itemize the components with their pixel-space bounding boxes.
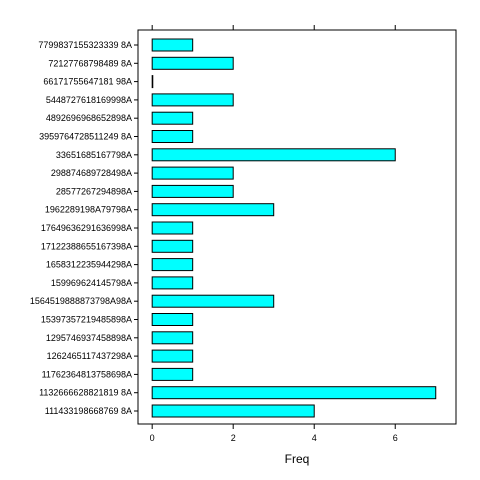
plot-frame [137, 29, 457, 425]
y-tick-label: 1564519888873798A98A [30, 296, 132, 306]
y-tick-label: 298874689728498A [51, 168, 132, 178]
bar [151, 349, 194, 363]
y-tick-label: 28577267294898A [56, 186, 132, 196]
bar [151, 93, 234, 107]
bar [151, 148, 396, 162]
y-tick-label: 159969624145798A [51, 278, 132, 288]
bar [151, 38, 194, 52]
bar [151, 56, 234, 70]
bar [151, 276, 194, 290]
y-axis-ticks: 7799837155323339 8A 72127768798489 8A 6617… [30, 40, 138, 416]
y-tick-label: 11762364813758698A [42, 369, 132, 379]
x-axis-label: Freq [285, 452, 310, 466]
bar [151, 130, 194, 143]
bar [151, 386, 437, 400]
y-tick-label: 15397357219485898A [41, 315, 132, 325]
y-tick-label: 17122388655167398A [41, 241, 132, 251]
y-tick-label: 1295746937458898A [46, 333, 132, 343]
bar [151, 331, 194, 345]
y-tick-label: 1132666628821819 8A [39, 388, 132, 398]
bar [151, 404, 315, 418]
y-tick-label: 3959764728511249 8A [39, 132, 132, 142]
bar [151, 294, 275, 308]
y-tick-label: 1962289198A79798A [45, 205, 132, 215]
x-tick-label: 4 [312, 433, 317, 443]
y-tick-label: 17649636291636998A [41, 223, 132, 233]
bar [151, 258, 194, 272]
y-tick-label: 7799837155323339 8A [38, 40, 132, 50]
bar [151, 166, 234, 180]
y-tick-label: 1658312235944298A [46, 260, 132, 270]
bar [151, 111, 194, 125]
bar [151, 184, 234, 198]
y-tick-label: 33651685167798A [56, 150, 132, 160]
y-tick-label: 66171755647181 98A [43, 77, 132, 87]
x-tick-label: 0 [150, 433, 155, 443]
y-tick-label: 72127768798489 8A [48, 58, 132, 68]
bar [151, 203, 275, 217]
y-tick-label: 4892696968652898A [46, 113, 132, 123]
y-tick-label: 111433198668769 8A [45, 406, 132, 416]
bar [151, 367, 194, 381]
bars-group [151, 38, 437, 418]
x-axis-ticks: 0 2 4 6 [150, 25, 398, 443]
x-tick-label: 2 [231, 433, 236, 443]
y-tick-label: 1262465117437298A [47, 351, 132, 361]
bar [151, 221, 194, 235]
bar [151, 313, 194, 326]
y-tick-label: 5448727618169998A [46, 95, 132, 105]
x-tick-label: 6 [393, 433, 398, 443]
bar [151, 239, 194, 253]
bar [151, 75, 154, 89]
